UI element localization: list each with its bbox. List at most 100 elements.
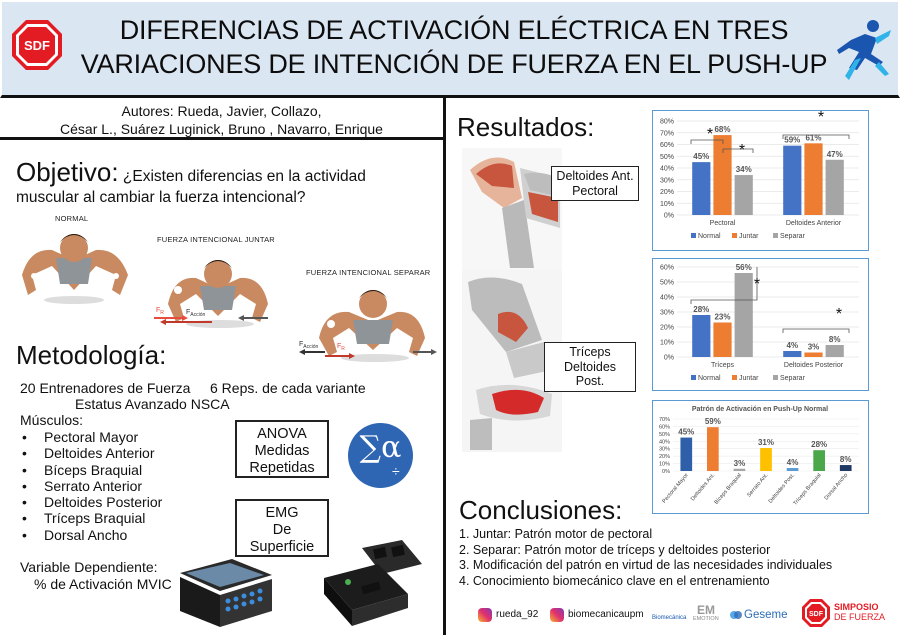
objective-title: Objetivo: [16, 157, 119, 187]
poster-title: DIFERENCIAS DE ACTIVACIÓN ELÉCTRICA EN T… [80, 15, 828, 79]
x-tick-label: Serrato Ant. [746, 472, 770, 498]
data-label: 34% [736, 165, 752, 174]
significance-bracket [690, 139, 724, 144]
authors-block: Autores: Rueda, Javier, Collazo, César L… [0, 98, 443, 140]
bar [692, 162, 711, 215]
data-label: 59% [784, 136, 800, 145]
x-tick-label: Deltoides Posterior [784, 362, 844, 369]
svg-text:SDF: SDF [809, 611, 824, 618]
legend-swatch [691, 375, 696, 380]
significance-bracket [782, 328, 850, 333]
pushup-normal-image [22, 234, 128, 304]
bar [804, 352, 823, 357]
bar [692, 315, 711, 357]
legend-swatch [732, 233, 737, 238]
objective-question-1: ¿Existen diferencias en la actividad [122, 168, 366, 185]
y-tick-label: 40% [660, 166, 674, 173]
data-label: 47% [827, 150, 843, 159]
bar [713, 135, 732, 215]
participants-text: 20 Entrenadores de Fuerza [20, 380, 191, 396]
list-item: 1. Juntar: Patrón motor de pectoral [459, 527, 653, 541]
bar [825, 345, 844, 357]
y-tick-label: 60% [659, 424, 670, 430]
muscles-label: Músculos: [20, 412, 84, 428]
label-deltoides-pectoral: Deltoides Ant. Pectoral [551, 166, 639, 201]
data-label: 28% [693, 305, 709, 314]
biomecanica-logo: Biomecánica [652, 615, 687, 621]
bar [733, 468, 746, 471]
pushup-separar-image: FAcción FR [299, 290, 437, 362]
list-item: Dorsal Ancho [20, 527, 162, 544]
instagram-handle-2[interactable]: biomecanicaupm [568, 609, 644, 620]
poster-header: SDF DIFERENCIAS DE ACTIVACIÓN ELÉCTRICA … [0, 0, 900, 98]
significance-bracket [782, 134, 850, 139]
pose-label-separar: FUERZA INTENCIONAL SEPARAR [306, 268, 431, 277]
pose-label-juntar: FUERZA INTENCIONAL JUNTAR [157, 235, 275, 244]
legend-label: Juntar [739, 233, 759, 240]
bar [839, 465, 852, 471]
bar [713, 322, 732, 357]
bar [734, 273, 753, 357]
data-label: 31% [758, 438, 774, 447]
methodology-title: Metodología: [16, 340, 167, 370]
x-tick-label: Pectoral [710, 220, 736, 227]
bar [825, 159, 844, 215]
legend-label: Juntar [739, 375, 759, 382]
significance-bracket [722, 148, 754, 153]
data-label: 8% [840, 455, 852, 464]
bar [804, 143, 823, 215]
sdf-logo-icon: SDF [12, 20, 62, 70]
bar [760, 447, 772, 471]
y-tick-label: 20% [659, 454, 670, 460]
bar [783, 351, 802, 357]
simposio-logo-text: SIMPOSIO DE FUERZA [834, 602, 886, 622]
significance-star: * [836, 306, 842, 323]
authors-line-1: Autores: Rueda, Javier, Collazo, [121, 103, 322, 119]
chart-triceps-deltoides-post: 0% 10% 20% 30% 40% 50% 60% 28% 23% 56% Tríceps 4% 3%… [652, 258, 869, 391]
y-tick-label: 20% [660, 325, 674, 332]
emg-device-case-image [180, 559, 272, 627]
legend-swatch [691, 233, 696, 238]
y-tick-label: 60% [660, 265, 674, 272]
conclusions-list: 1. Juntar: Patrón motor de pectoral 2. S… [459, 527, 832, 589]
y-tick-label: 50% [660, 154, 674, 161]
instagram-handle-1[interactable]: rueda_92 [496, 609, 539, 620]
x-tick-label: Deltoides Ant. [690, 472, 717, 502]
x-tick-label: Bíceps Braquial [714, 472, 743, 505]
y-tick-label: 70% [660, 130, 674, 137]
y-tick-label: 10% [659, 462, 670, 468]
significance-star: * [754, 276, 760, 293]
significance-star: * [739, 142, 745, 159]
y-tick-label: 70% [659, 417, 670, 423]
anova-box: ANOVA Medidas Repetidas [235, 420, 329, 478]
bar [734, 175, 753, 215]
instagram-icon [478, 608, 492, 622]
significance-star: * [707, 126, 713, 143]
chart-activation-pattern: Patrón de Activación en Push-Up Normal 0%… [652, 400, 869, 514]
conclusions-title: Conclusiones: [459, 495, 623, 525]
y-tick-label: 60% [660, 142, 674, 149]
data-label: 8% [829, 335, 841, 344]
data-label: 61% [805, 133, 821, 142]
y-tick-label: 0% [664, 355, 674, 362]
instagram-icon [550, 608, 564, 622]
list-item: Pectoral Mayor [20, 429, 162, 446]
data-label: 3% [808, 343, 820, 352]
data-label: 4% [787, 341, 799, 350]
emotion-logo: EMOTION [693, 616, 719, 622]
results-title: Resultados: [457, 112, 595, 142]
svg-text:FAcción: FAcción [299, 341, 319, 350]
data-label: 23% [714, 313, 730, 322]
dependent-variable-value: % de Activación MVIC [34, 576, 172, 592]
legend-label: Separar [780, 375, 806, 382]
y-tick-label: 0% [662, 469, 670, 475]
bar [813, 450, 825, 471]
svg-text:FAcción: FAcción [186, 309, 206, 318]
list-item: 3. Modificación del patrón en virtud de … [459, 558, 833, 572]
y-tick-label: 30% [660, 310, 674, 317]
data-label: 28% [811, 440, 827, 449]
bar [680, 437, 693, 471]
bar [707, 427, 719, 471]
x-tick-label: Tríceps [711, 362, 735, 369]
legend-swatch [773, 375, 778, 380]
